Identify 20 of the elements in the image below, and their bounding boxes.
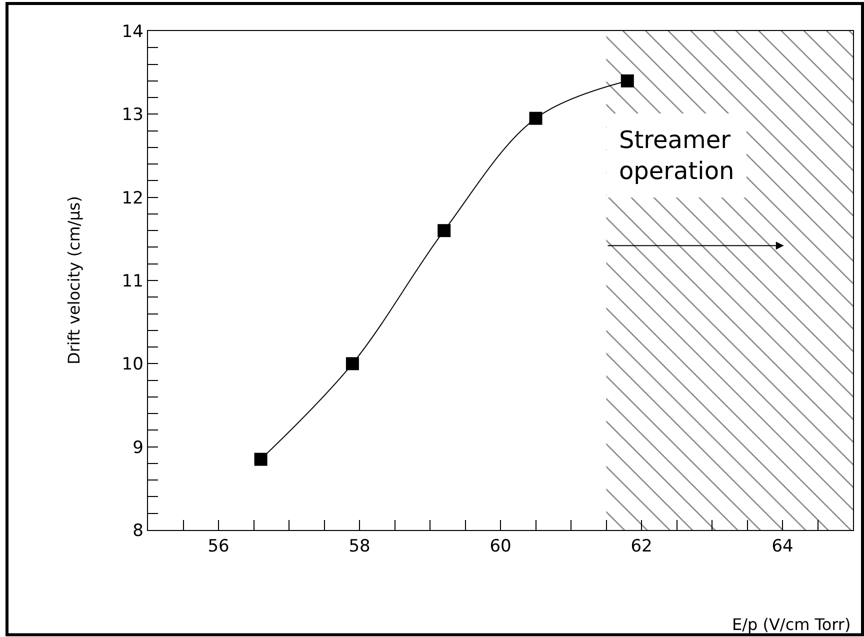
band-label: Streamer operation [619,126,734,186]
y-tick-label: 8 [132,520,144,541]
x-tick-label: 58 [348,536,370,557]
y-tick-label: 10 [122,354,144,375]
point [620,74,634,88]
y-tick-label: 13 [122,105,144,126]
y-tick-label: 11 [122,271,144,292]
y-tick-label: 14 [122,22,144,42]
x-tick-label: 60 [490,536,512,557]
point [438,224,451,238]
point [346,357,359,370]
x-tick-label: 62 [630,536,652,557]
y-axis-title: Drift velocity (cm/μs) [64,196,84,364]
x-tick-label: 56 [208,536,230,557]
y-tick-label: 9 [132,438,144,458]
y-tick-label: 12 [122,188,144,208]
point [529,112,542,125]
point [254,452,268,466]
x-tick-label: 64 [772,536,794,557]
x-axis-title: E/p (V/cm Torr) [732,615,851,634]
